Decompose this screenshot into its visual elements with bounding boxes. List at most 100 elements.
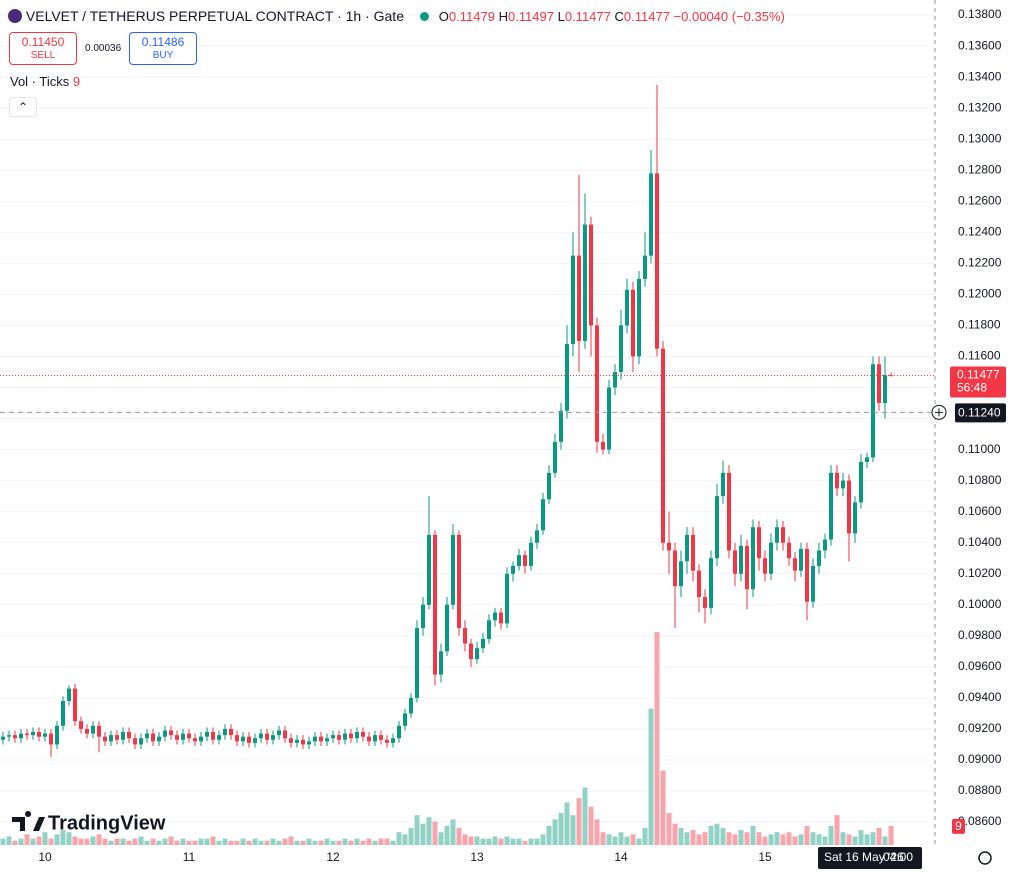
settings-icon[interactable] <box>978 851 992 865</box>
candle-body <box>643 255 647 279</box>
volume-bar <box>246 840 252 845</box>
volume-bar <box>612 836 618 845</box>
volume-bar <box>750 825 756 845</box>
volume-bar <box>282 838 288 845</box>
candle-body <box>109 735 113 742</box>
candle-body <box>103 736 107 742</box>
volume-bar <box>720 827 726 845</box>
candle-body <box>205 732 209 737</box>
last-price-box <box>950 366 1006 398</box>
x-tick-label: 13 <box>470 850 484 864</box>
volume-bar <box>66 832 72 845</box>
y-tick-label: 0.09400 <box>958 690 1002 704</box>
candle-body <box>523 555 527 566</box>
sell-price: 0.11450 <box>21 35 65 49</box>
volume-bar <box>384 838 390 845</box>
volume-bar <box>672 823 678 845</box>
candle-body <box>97 725 101 737</box>
candle-body <box>91 725 95 734</box>
candle-body <box>757 527 761 559</box>
candle-body <box>487 620 491 639</box>
volume-bar <box>228 840 234 845</box>
candle-body <box>805 548 809 602</box>
volume-bar <box>852 836 858 845</box>
volume-bar <box>864 834 870 845</box>
candle-body <box>169 730 173 736</box>
y-tick-label: 0.12600 <box>958 193 1002 207</box>
buy-button[interactable]: 0.11486 BUY <box>129 32 197 65</box>
ohlc-label: O <box>438 9 449 24</box>
collapse-button[interactable]: ⌃ <box>9 97 37 117</box>
volume-bar <box>654 632 660 845</box>
candle-body <box>577 255 581 341</box>
candle-body <box>415 628 419 698</box>
volume-bar <box>504 836 510 845</box>
candle-body <box>433 534 437 675</box>
ohlc-value: 0.11477 <box>564 9 611 24</box>
candle-body <box>7 735 11 737</box>
indicator-value: 9 <box>72 74 81 89</box>
candle-body <box>607 387 611 450</box>
y-tick-label: 0.10600 <box>958 504 1002 518</box>
candle-body <box>289 738 293 743</box>
candle-body <box>739 545 743 574</box>
volume-bar <box>330 840 336 845</box>
candle-body <box>505 573 509 624</box>
sell-button[interactable]: 0.11450 SELL <box>9 32 77 65</box>
volume-bar <box>744 832 750 845</box>
candle-body <box>355 732 359 739</box>
candle-body <box>223 728 227 736</box>
candle-body <box>685 534 689 562</box>
y-tick-label: 0.12000 <box>958 287 1002 301</box>
volume-bar <box>168 836 174 845</box>
volume-bar <box>600 832 606 845</box>
volume-bar <box>642 827 648 845</box>
candle-body <box>145 733 149 739</box>
candle-body <box>829 472 833 540</box>
volume-bar <box>198 838 204 845</box>
volume-bar <box>36 836 42 845</box>
y-tick-label: 0.11000 <box>958 442 1001 456</box>
candle-body <box>157 736 161 742</box>
candle-body <box>565 344 569 411</box>
candle-body <box>751 527 755 590</box>
candle-body <box>73 688 77 722</box>
volume-bar <box>390 840 396 845</box>
candle-body <box>133 738 137 745</box>
volume-bar <box>324 838 330 845</box>
volume-bar <box>120 838 126 845</box>
volume-bar <box>24 834 30 845</box>
volume-bar <box>396 832 402 845</box>
candle-body <box>373 735 377 742</box>
candle-body <box>445 604 449 652</box>
ohlc-label: L <box>557 9 565 24</box>
header: VELVET / TETHERUS PERPETUAL CONTRACT · 1… <box>8 8 785 24</box>
volume-bar <box>468 836 474 845</box>
volume-bar <box>312 840 318 845</box>
candle-body <box>853 502 857 534</box>
candle-body <box>727 472 731 551</box>
volume-bar <box>558 813 564 845</box>
candle-body <box>409 697 413 714</box>
candle-body <box>847 480 851 534</box>
volume-bar <box>690 830 696 845</box>
sell-label: SELL <box>30 50 56 61</box>
candle-body <box>709 558 713 608</box>
candle-body <box>781 527 785 543</box>
volume-bar <box>138 836 144 845</box>
indicator-legend: Vol · Ticks 9 <box>10 74 80 89</box>
volume-bar <box>402 834 408 845</box>
volume-bar <box>204 838 210 845</box>
volume-bar <box>480 838 486 845</box>
candle-body <box>55 725 59 745</box>
indicator-name: Vol · Ticks <box>10 74 70 89</box>
candle-body <box>247 736 251 743</box>
volume-bar <box>486 838 492 845</box>
volume-bar <box>888 825 894 845</box>
volume-bar <box>414 815 420 845</box>
volume-bar <box>756 832 762 845</box>
candle-body <box>883 375 887 404</box>
candle-body <box>427 534 431 605</box>
candle-body <box>301 739 305 745</box>
